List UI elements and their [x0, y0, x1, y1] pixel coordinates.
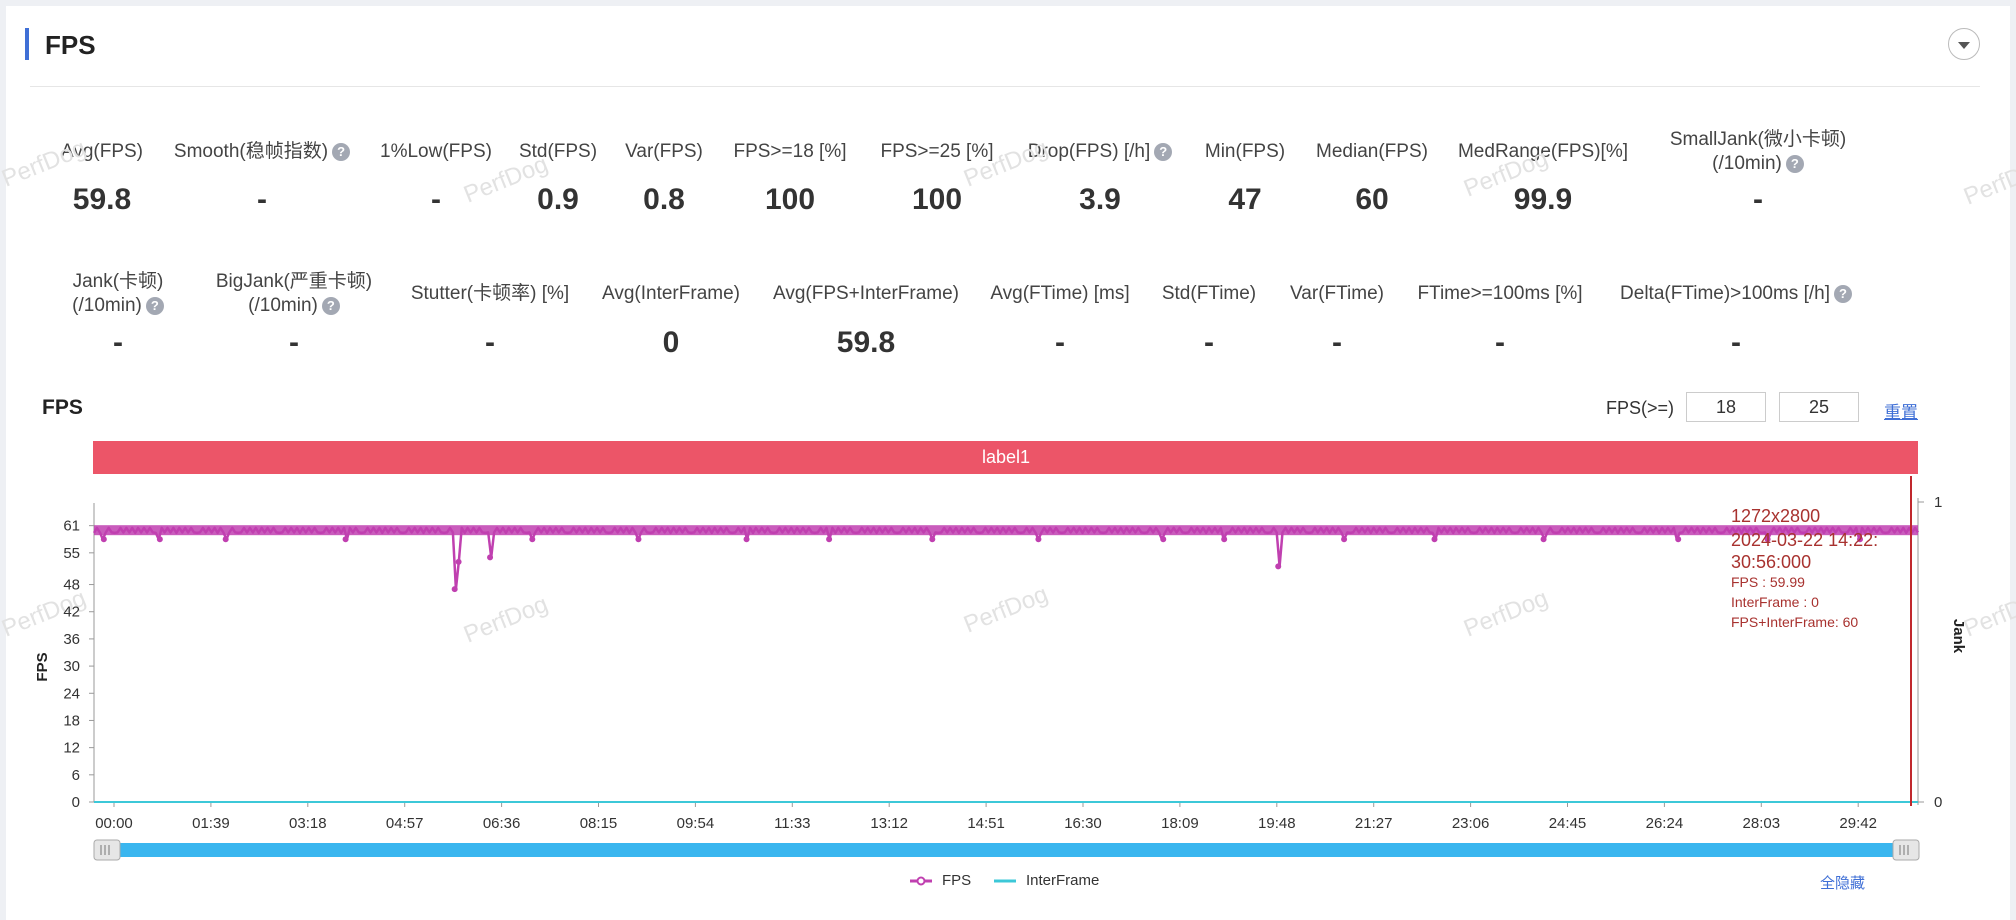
metric-value: 100	[764, 183, 816, 216]
metric-0: Jank(卡顿) (/10min)? -	[0, 270, 258, 359]
metric-value: 0	[662, 326, 680, 359]
metric-label: Smooth(稳帧指数)?	[122, 140, 402, 164]
legend-item-fps[interactable]: FPS	[910, 872, 971, 889]
metric-2: Stutter(卡顿率) [%] -	[350, 282, 630, 359]
chart-title: FPS	[42, 396, 83, 419]
interframe-legend-icon	[994, 879, 1016, 882]
reset-link[interactable]: 重置	[1884, 403, 1918, 422]
metric-value: -	[1332, 326, 1342, 359]
metric-label: FPS>=25 [%]	[880, 141, 994, 162]
metric-0: Avg(FPS) 59.8	[0, 140, 242, 216]
legend-label: FPS	[942, 872, 972, 889]
help-icon[interactable]: ?	[321, 297, 340, 315]
metric-value: 0.8	[643, 183, 685, 216]
metric-label: BigJank(严重卡顿)	[215, 271, 373, 292]
metric-label-unit: (/10min)?	[0, 294, 258, 318]
metric-label: SmallJank(微小卡顿)	[1669, 129, 1847, 150]
fps-threshold-2-input[interactable]	[1779, 392, 1859, 422]
help-icon[interactable]: ?	[145, 297, 164, 315]
metric-1: BigJank(严重卡顿) (/10min)? -	[154, 270, 434, 359]
metric-label: 1%Low(FPS)	[380, 141, 492, 162]
metric-value: -	[289, 326, 299, 359]
metric-value: 100	[911, 183, 963, 216]
metric-value: -	[1204, 326, 1214, 359]
metric-label: Std(FTime)	[1161, 283, 1257, 304]
threshold-label: FPS(>=)	[1606, 398, 1675, 418]
metric-label: FPS>=18 [%]	[733, 141, 847, 162]
metric-value: 59.8	[836, 326, 896, 359]
chevron-down-icon	[1958, 42, 1970, 49]
metric-label: Std(FPS)	[518, 141, 598, 162]
metric-6: FPS>=25 [%] 100	[797, 140, 1077, 216]
metric-value: -	[1055, 326, 1065, 359]
metric-label: FTime>=100ms [%]	[1417, 283, 1583, 304]
metric-label: Var(FPS)	[625, 141, 703, 162]
help-icon[interactable]: ?	[1833, 285, 1852, 303]
metric-label-unit: (/10min)?	[154, 294, 434, 318]
metric-value: -	[1753, 183, 1763, 216]
metric-1: Smooth(稳帧指数)? -	[122, 140, 402, 216]
panel-title: FPS	[45, 30, 96, 60]
metric-value: -	[113, 326, 123, 359]
fps-legend-icon	[910, 876, 932, 885]
hide-all-link[interactable]: 全隐藏	[1820, 875, 1866, 892]
metric-label: Median(FPS)	[1316, 141, 1428, 162]
metric-label: Jank(卡顿)	[72, 271, 164, 292]
metric-8: FTime>=100ms [%] -	[1360, 282, 1640, 359]
header-divider	[30, 86, 1980, 87]
metric-8: Min(FPS) 47	[1105, 140, 1385, 216]
metric-9: Median(FPS) 60	[1232, 140, 1512, 216]
help-icon[interactable]: ?	[1154, 143, 1173, 161]
metric-value: 59.8	[72, 183, 132, 216]
metric-label: Avg(FPS+InterFrame)	[772, 283, 959, 304]
metric-3: Std(FPS) 0.9	[418, 140, 698, 216]
metric-value: -	[1495, 326, 1505, 359]
metric-label-unit: (/10min)?	[1618, 152, 1898, 176]
metric-label: Avg(InterFrame)	[602, 283, 740, 304]
title-accent-bar	[25, 28, 29, 60]
legend-label: InterFrame	[1026, 872, 1100, 889]
metric-label: Stutter(卡顿率) [%]	[410, 283, 570, 304]
metric-value: 0.9	[537, 183, 579, 216]
metric-label: Min(FPS)	[1204, 141, 1286, 162]
metric-value: -	[257, 183, 267, 216]
metric-label: MedRange(FPS)[%]	[1457, 141, 1628, 162]
metric-5: FPS>=18 [%] 100	[650, 140, 930, 216]
metric-2: 1%Low(FPS) -	[296, 140, 576, 216]
metric-label: Avg(FTime) [ms]	[990, 283, 1130, 304]
metric-3: Avg(InterFrame) 0	[531, 282, 811, 359]
metric-value: -	[485, 326, 495, 359]
metric-value: 47	[1228, 183, 1262, 216]
fps-threshold-1-input[interactable]	[1686, 392, 1766, 422]
metric-value: -	[431, 183, 441, 216]
metric-value: -	[1731, 326, 1741, 359]
metric-label: Avg(FPS)	[60, 141, 143, 162]
metric-5: Avg(FTime) [ms] -	[920, 282, 1200, 359]
help-icon[interactable]: ?	[1785, 155, 1804, 173]
metric-11: SmallJank(微小卡顿) (/10min)? -	[1618, 128, 1898, 216]
metric-7: Var(FTime) -	[1197, 282, 1477, 359]
metric-9: Delta(FTime)>100ms [/h]? -	[1596, 282, 1876, 359]
metric-value: 60	[1355, 183, 1389, 216]
collapse-button[interactable]	[1948, 28, 1980, 60]
legend-item-interframe[interactable]: InterFrame	[994, 872, 1099, 889]
help-icon[interactable]: ?	[332, 143, 351, 161]
metric-4: Var(FPS) 0.8	[524, 140, 804, 216]
metric-10: MedRange(FPS)[%] 99.9	[1403, 140, 1683, 216]
metric-label: Var(FTime)	[1290, 283, 1384, 304]
metric-value: 3.9	[1079, 183, 1121, 216]
metric-6: Std(FTime) -	[1069, 282, 1349, 359]
metric-label: Delta(FTime)>100ms [/h]?	[1596, 282, 1876, 306]
metric-value: 99.9	[1513, 183, 1573, 216]
metric-4: Avg(FPS+InterFrame) 59.8	[726, 282, 1006, 359]
metric-7: Drop(FPS) [/h]? 3.9	[960, 140, 1240, 216]
metric-label: Drop(FPS) [/h]?	[960, 140, 1240, 164]
